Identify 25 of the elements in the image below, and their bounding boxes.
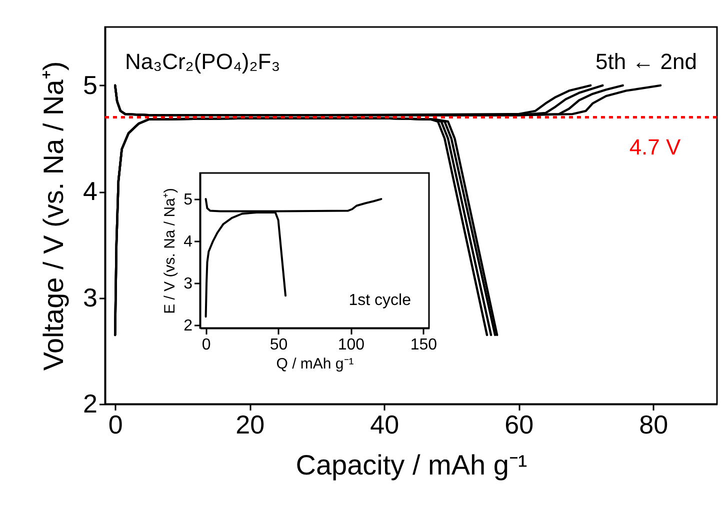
x-tick-label: 150 [410,336,438,354]
x-tick-label: 80 [639,410,668,440]
y-tick-label: 5 [184,192,193,209]
x-tick-label: 60 [504,410,534,440]
x-tick-label: 0 [108,410,123,440]
y-tick-label: 2 [184,318,193,335]
x-tick-label: 100 [338,336,365,354]
x-tick-label: 20 [236,410,265,440]
annotation: 5th ← 2nd [595,49,697,74]
y-axis-title: Voltage / V (vs. Na / Na⁺) [38,61,70,371]
x-tick-label: 40 [370,410,400,440]
y-tick-label: 3 [83,282,98,312]
annotation: 1st cycle [348,292,412,309]
y-tick-label: 2 [83,388,98,418]
x-tick-label: 50 [270,336,288,354]
x-axis-title: Capacity / mAh g⁻¹ [296,450,528,480]
ref-line-label: 4.7 V [629,134,682,160]
y-tick-label: 3 [184,276,193,293]
annotation: Na₃Cr₂(PO₄)₂F₃ [125,49,280,74]
x-tick-label: 0 [202,336,211,354]
y-tick-label: 5 [83,70,98,100]
x-axis-title: Q / mAh g⁻¹ [276,356,354,372]
y-axis-title: E / V (vs. Na / Na⁺) [162,188,179,314]
y-tick-label: 4 [184,234,193,251]
y-tick-label: 4 [83,176,98,206]
